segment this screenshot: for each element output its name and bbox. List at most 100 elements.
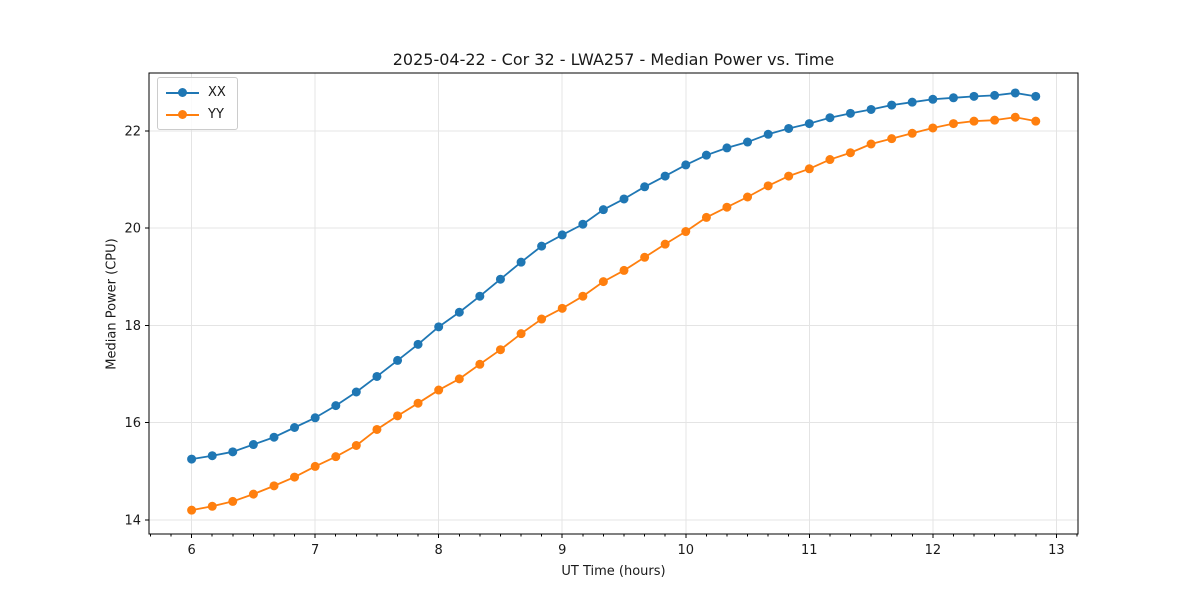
y-axis-label: Median Power (CPU) — [104, 238, 120, 370]
legend-marker-yy-icon — [166, 110, 199, 120]
data-point — [228, 496, 238, 506]
data-point — [722, 143, 732, 153]
data-point — [845, 108, 855, 118]
data-point — [825, 155, 835, 165]
legend-item-yy: YY — [166, 105, 226, 124]
data-point — [887, 100, 897, 110]
tick-labels: 6 7 8 9 10 11 12 13 14 16 18 20 22 — [124, 124, 1064, 558]
data-point — [372, 424, 382, 434]
data-point — [495, 345, 505, 355]
data-point — [578, 291, 588, 301]
x-axis-label: UT Time (hours) — [561, 564, 666, 579]
data-point — [578, 219, 588, 229]
legend-item-xx: XX — [166, 83, 226, 102]
data-point — [495, 274, 505, 284]
legend: XX YY — [157, 77, 238, 130]
data-point — [784, 171, 794, 181]
data-point — [331, 452, 341, 462]
series-YY — [187, 112, 1041, 515]
data-point — [660, 239, 670, 249]
data-point — [990, 90, 1000, 100]
data-point — [907, 128, 917, 138]
data-point — [804, 119, 814, 129]
y-tick-label: 16 — [124, 416, 141, 431]
data-point — [825, 113, 835, 123]
data-point — [743, 192, 753, 202]
data-point — [413, 339, 423, 349]
data-point — [784, 123, 794, 133]
data-point — [681, 160, 691, 170]
data-point — [1031, 91, 1041, 101]
data-point — [537, 314, 547, 324]
data-point — [701, 212, 711, 222]
data-point — [660, 171, 670, 181]
data-point — [393, 411, 403, 421]
chart-title: 2025-04-22 - Cor 32 - LWA257 - Median Po… — [392, 50, 835, 69]
data-point — [228, 447, 238, 457]
data-point — [948, 119, 958, 129]
data-point — [413, 398, 423, 408]
gridlines — [149, 73, 1078, 534]
data-point — [557, 303, 567, 313]
data-point — [907, 97, 917, 107]
x-tick-label: 12 — [925, 543, 942, 558]
data-point — [290, 472, 300, 482]
x-tick-label: 7 — [311, 543, 319, 558]
data-point — [1010, 88, 1020, 98]
data-point — [990, 115, 1000, 125]
data-point — [598, 205, 608, 215]
data-point — [290, 423, 300, 432]
data-point — [372, 371, 382, 381]
x-tick-label: 11 — [801, 543, 818, 558]
data-point — [763, 181, 773, 191]
x-tick-label: 13 — [1048, 543, 1065, 558]
data-point — [681, 227, 691, 237]
data-point — [969, 91, 979, 101]
data-point — [454, 307, 464, 317]
x-tick-label: 8 — [435, 543, 443, 558]
data-point — [640, 182, 650, 192]
data-point — [187, 505, 197, 515]
data-point — [722, 202, 732, 212]
data-point — [454, 374, 464, 384]
data-point — [269, 481, 279, 491]
data-point — [475, 291, 485, 301]
data-point — [845, 148, 855, 158]
data-point — [928, 123, 938, 133]
data-point — [248, 489, 258, 499]
data-point — [207, 451, 217, 461]
series-XX — [187, 88, 1041, 464]
axis-ticks — [145, 130, 1078, 538]
data-point — [598, 277, 608, 287]
data-point — [310, 413, 320, 423]
data-point — [516, 257, 526, 267]
data-point — [619, 194, 629, 204]
data-point — [393, 355, 403, 365]
data-point — [701, 150, 711, 160]
legend-label-xx: XX — [208, 85, 226, 100]
plot-border — [148, 72, 1079, 535]
y-tick-label: 18 — [124, 319, 141, 334]
data-point — [640, 252, 650, 262]
y-tick-label: 20 — [124, 222, 141, 237]
data-point — [310, 461, 320, 471]
y-tick-label: 14 — [124, 513, 141, 528]
x-tick-label: 9 — [558, 543, 566, 558]
y-tick-label: 22 — [124, 124, 141, 139]
data-point — [434, 385, 444, 395]
data-point — [187, 454, 197, 464]
x-tick-label: 6 — [187, 543, 195, 558]
data-point — [804, 164, 814, 174]
data-point — [969, 116, 979, 126]
data-point — [928, 94, 938, 104]
data-point — [887, 134, 897, 144]
data-point — [331, 401, 341, 411]
legend-marker-xx-icon — [166, 88, 199, 98]
data-point — [516, 329, 526, 339]
series-YY-line — [191, 116, 1036, 512]
data-point — [1031, 116, 1041, 126]
legend-label-yy: YY — [208, 107, 224, 122]
data-point — [434, 322, 444, 332]
data-point — [248, 440, 258, 450]
